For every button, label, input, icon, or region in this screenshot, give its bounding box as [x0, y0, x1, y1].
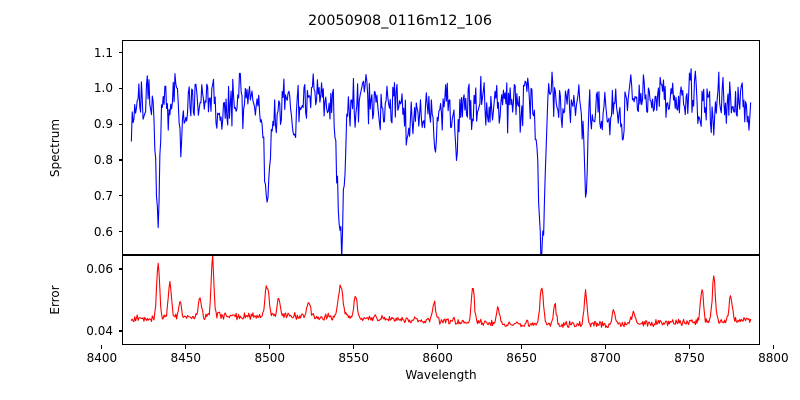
x-tick-label: 8750 — [674, 351, 705, 365]
x-axis-label: Wavelength — [405, 368, 477, 382]
x-tick-label: 8800 — [758, 351, 789, 365]
y-tick-mark — [118, 51, 122, 54]
x-tick-label: 8500 — [254, 351, 286, 365]
x-tick-mark — [353, 345, 355, 349]
error-y-axis-label: Error — [48, 285, 62, 315]
y-tick-label: 0.06 — [86, 261, 113, 276]
x-tick-mark — [185, 345, 187, 349]
y-tick-mark — [118, 87, 122, 89]
x-tick-mark — [521, 345, 523, 349]
y-tick-mark — [118, 231, 122, 233]
y-tick-label: 1.0 — [93, 81, 113, 96]
spectrum-panel — [122, 40, 760, 255]
x-tick-label: 8450 — [170, 351, 202, 365]
x-tick-mark — [437, 345, 439, 349]
y-tick-label: 0.7 — [93, 188, 113, 203]
x-tick-mark — [269, 345, 271, 349]
x-tick-mark — [772, 345, 774, 349]
y-tick-label: 0.9 — [93, 117, 113, 132]
x-tick-mark — [688, 345, 691, 349]
x-tick-label: 8600 — [422, 351, 453, 365]
x-tick-mark — [604, 345, 607, 349]
y-tick-mark — [118, 123, 122, 125]
x-tick-label: 8400 — [86, 351, 118, 365]
y-tick-label: 0.8 — [93, 153, 113, 168]
y-tick-mark — [118, 159, 122, 161]
y-tick-mark — [118, 330, 122, 332]
spectrum-plot-area — [130, 68, 752, 254]
x-tick-label: 8700 — [590, 351, 621, 365]
error-line — [130, 256, 752, 329]
error-plot-area — [130, 256, 752, 329]
spectrum-line — [130, 68, 752, 254]
y-tick-label: 1.1 — [93, 45, 113, 60]
y-tick-mark — [118, 268, 122, 270]
figure-title: 20050908_0116m12_106 — [307, 13, 493, 29]
x-tick-mark — [101, 345, 103, 349]
x-tick-label: 8550 — [338, 351, 369, 365]
x-tick-label: 8650 — [506, 351, 537, 365]
y-tick-mark — [118, 195, 122, 197]
y-tick-label: 0.6 — [93, 224, 113, 239]
y-tick-label: 0.04 — [86, 324, 113, 339]
error-panel — [122, 255, 760, 345]
